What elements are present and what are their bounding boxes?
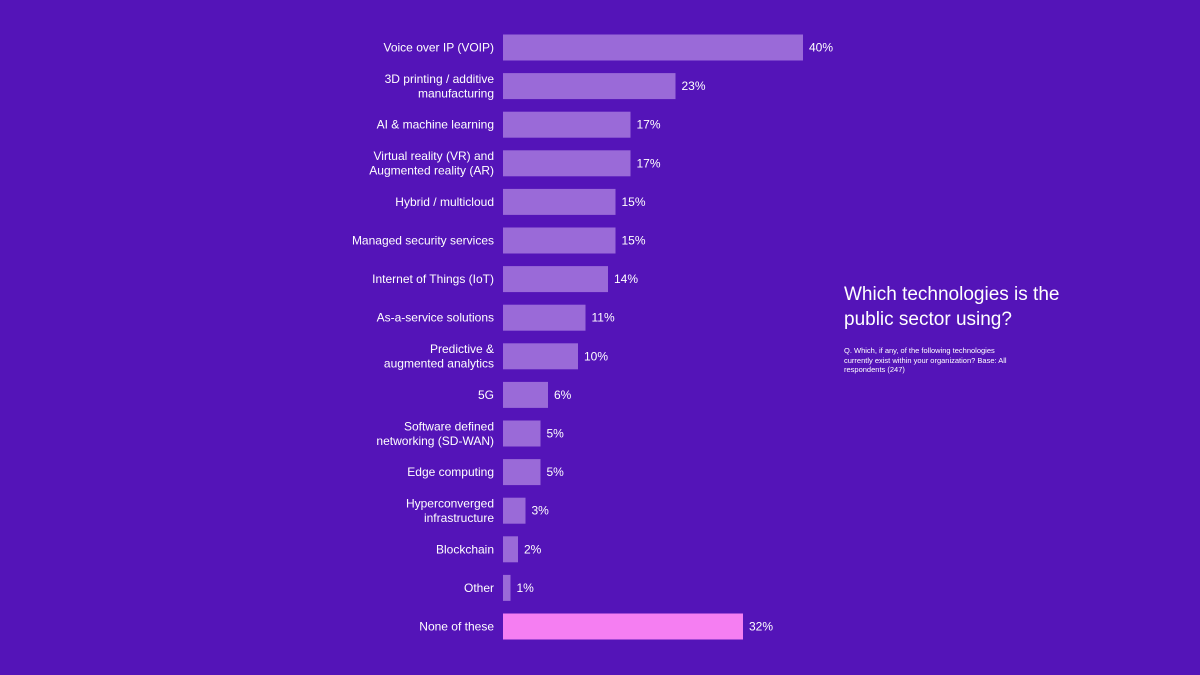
value-label: 5% — [547, 465, 565, 479]
value-label: 1% — [517, 581, 535, 595]
category-label: Voice over IP (VOIP) — [384, 41, 495, 55]
bar-row: 5G 6% — [478, 381, 572, 408]
bar — [503, 574, 511, 601]
category-label: 3D printing / additive manufacturing — [385, 72, 495, 101]
bar — [503, 420, 541, 447]
bar — [503, 150, 631, 177]
bar — [503, 34, 803, 61]
category-label: Hyperconverged infrastructure — [406, 497, 494, 526]
value-label: 14% — [614, 272, 638, 286]
value-label: 32% — [749, 620, 773, 634]
bar-row: Software defined networking (SD-WAN) 5% — [376, 419, 564, 448]
bar-row: Other 1% — [464, 574, 535, 601]
value-label: 17% — [637, 156, 661, 170]
value-label: 15% — [622, 234, 646, 248]
bar — [503, 497, 526, 524]
bar-row: AI & machine learning 17% — [377, 111, 661, 138]
category-label: Virtual reality (VR) and Augmented realit… — [369, 149, 494, 178]
category-label: 5G — [478, 388, 494, 402]
bar-highlighted — [503, 613, 743, 640]
category-label: AI & machine learning — [377, 118, 494, 132]
value-label: 11% — [592, 311, 615, 325]
category-label: Internet of Things (IoT) — [372, 272, 494, 286]
bar-row: None of these 32% — [419, 613, 773, 640]
value-label: 5% — [547, 427, 565, 441]
value-label: 2% — [524, 542, 542, 556]
category-label: Edge computing — [407, 465, 494, 479]
value-label: 17% — [637, 118, 661, 132]
value-label: 23% — [682, 79, 706, 93]
bar-row: Voice over IP (VOIP) 40% — [384, 34, 833, 61]
value-label: 6% — [554, 388, 572, 402]
bar — [503, 381, 548, 408]
value-label: 40% — [809, 41, 833, 55]
value-label: 15% — [622, 195, 646, 209]
value-label: 3% — [532, 504, 550, 518]
category-label: Blockchain — [436, 542, 494, 556]
title-block: Which technologies is the public sector … — [844, 282, 1064, 375]
bar — [503, 111, 631, 138]
category-label: Software defined networking (SD-WAN) — [376, 419, 494, 448]
bar-row: Managed security services 15% — [352, 227, 646, 254]
bar — [503, 343, 578, 370]
survey-question-note: Q. Which, if any, of the following techn… — [844, 346, 1007, 374]
bar — [503, 188, 616, 215]
category-label: Other — [464, 581, 494, 595]
category-label: Managed security services — [352, 234, 494, 248]
bar-row: 3D printing / additive manufacturing 23% — [385, 72, 706, 101]
category-label: Hybrid / multicloud — [395, 195, 494, 209]
bar-row: Hyperconverged infrastructure 3% — [406, 497, 549, 526]
category-label: None of these — [419, 620, 494, 634]
value-label: 10% — [584, 349, 608, 363]
chart-title: Which technologies is the public sector … — [844, 284, 1060, 330]
bar-row: As-a-service solutions 11% — [377, 304, 615, 331]
bar — [503, 73, 676, 100]
bar — [503, 459, 541, 486]
bar — [503, 536, 518, 563]
bar-row: Internet of Things (IoT) 14% — [372, 266, 638, 293]
bar-row: Virtual reality (VR) and Augmented realit… — [369, 149, 661, 178]
bar-row: Edge computing 5% — [407, 459, 565, 486]
bar-row: Hybrid / multicloud 15% — [395, 188, 646, 215]
bar — [503, 304, 586, 331]
category-label: Predictive & augmented analytics — [384, 342, 494, 371]
category-label: As-a-service solutions — [377, 311, 494, 325]
bar-row: Predictive & augmented analytics 10% — [384, 342, 608, 371]
bar — [503, 266, 608, 293]
bar-row: Blockchain 2% — [436, 536, 542, 563]
bar — [503, 227, 616, 254]
